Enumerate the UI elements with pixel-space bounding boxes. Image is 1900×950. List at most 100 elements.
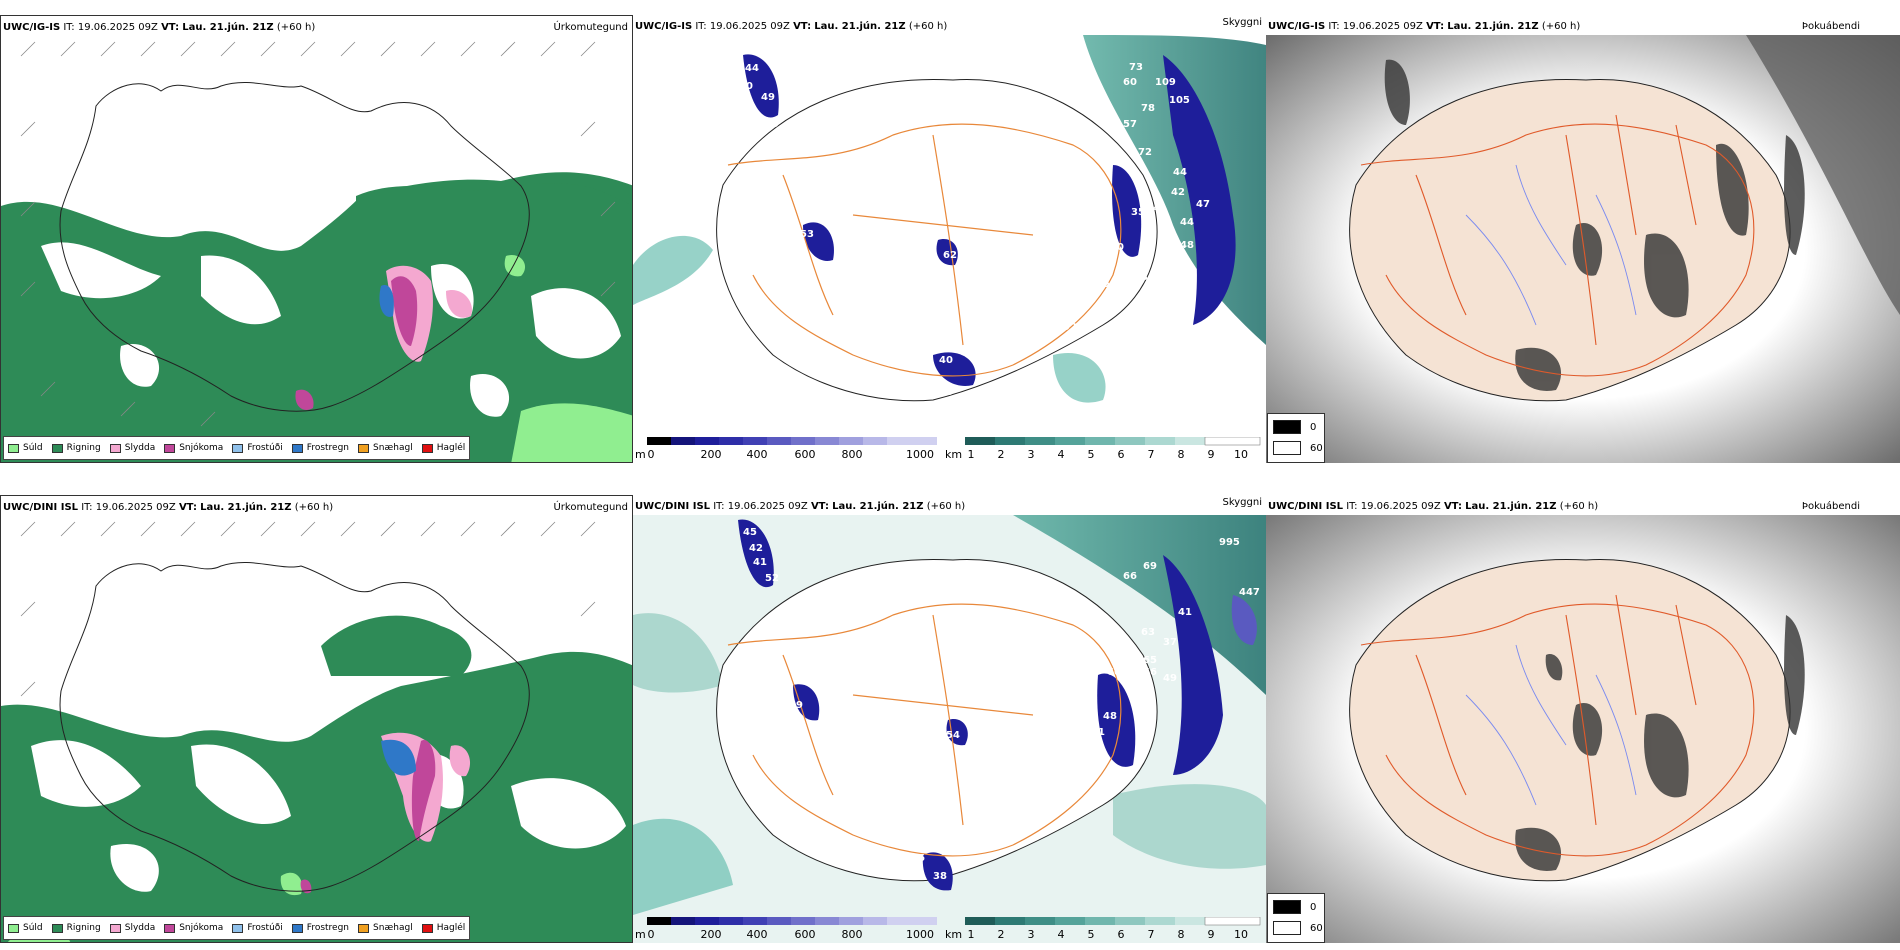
legend-item: Haglél	[421, 923, 465, 933]
precip-type-map-bottom: UWC/DINI ISL IT: 19.06.2025 09Z VT: Lau.…	[0, 495, 633, 943]
panel-header: UWC/DINI ISL IT: 19.06.2025 09Z VT: Lau.…	[635, 501, 966, 512]
vis-label: 41	[1153, 203, 1167, 214]
vis-label: 57	[1143, 235, 1157, 246]
vis-label: 78	[1141, 103, 1155, 114]
vis-label: 48	[780, 225, 794, 236]
vis-label: 69	[1143, 561, 1157, 572]
panel-type-label: Skyggni	[1222, 17, 1262, 28]
legend-item: Rigning	[51, 443, 101, 453]
legend-item: Snjókoma	[164, 923, 223, 933]
legend-item: Frostregn	[291, 923, 349, 933]
fog-index-map-top: UWC/IG-IS IT: 19.06.2025 09Z VT: Lau. 21…	[1266, 15, 1900, 463]
fog-index-map-bottom: UWC/DINI ISL IT: 19.06.2025 09Z VT: Lau.…	[1266, 495, 1900, 943]
vis-label: 70	[739, 81, 753, 92]
legend-item: Slydda	[109, 443, 155, 453]
vis-label: 86	[911, 853, 925, 864]
vis-label: 30	[1083, 253, 1097, 264]
vis-label: 55	[1123, 265, 1137, 276]
legend-item: Snæhagl	[358, 443, 413, 453]
legend-item: Frostregn	[291, 443, 349, 453]
visibility-map-drawing: 44 70 49 39 73 60 109 105 78 57 72 44 42…	[633, 35, 1266, 403]
vis-label: 49	[1158, 232, 1172, 243]
vis-label: 39	[765, 119, 779, 130]
legend-item: Súld	[8, 443, 43, 453]
vis-label: 52	[765, 573, 779, 584]
legend-item: Slydda	[109, 923, 155, 933]
panel-type-label: Þokuábendi	[1801, 21, 1860, 32]
vis-label: 44	[1180, 217, 1194, 228]
vis-label: 59	[789, 700, 803, 711]
visibility-colorbar: km 1 2 3 4 5 6 7 8 9 10	[945, 437, 1265, 461]
panel-type-label: Úrkomutegund	[553, 502, 628, 513]
vis-label: 63	[1141, 627, 1155, 638]
elevation-colorbar: m 0 200 400 600 800 1000	[635, 437, 943, 461]
precip-map-drawing	[1, 41, 632, 462]
vis-label: 37	[1163, 637, 1177, 648]
fog-legend: 0 60	[1267, 893, 1325, 943]
vis-label: 60	[1123, 77, 1137, 88]
visibility-map-bottom: UWC/DINI ISL IT: 19.06.2025 09Z VT: Lau.…	[633, 495, 1266, 943]
vis-label: 49	[761, 92, 775, 103]
panel-header: UWC/IG-IS IT: 19.06.2025 09Z VT: Lau. 21…	[635, 21, 948, 32]
panel-header: UWC/IG-IS IT: 19.06.2025 09Z VT: Lau. 21…	[3, 22, 316, 33]
visibility-map-top: UWC/IG-IS IT: 19.06.2025 09Z VT: Lau. 21…	[633, 15, 1266, 463]
panel-type-label: Þokuábendi	[1801, 501, 1860, 512]
precip-snow-fill	[295, 265, 472, 411]
visibility-value-labels: 44 70 49 39 73 60 109 105 78 57 72 44 42…	[739, 62, 1210, 398]
legend-item: Frostúði	[232, 443, 283, 453]
vis-label: 105	[1169, 95, 1190, 106]
vis-label: 72	[1138, 147, 1152, 158]
vis-label: 43	[1141, 697, 1155, 708]
vis-label: 92	[1063, 322, 1077, 333]
legend-item: Snæhagl	[358, 923, 413, 933]
vis-label: 44	[745, 63, 759, 74]
precip-legend: Súld Rigning Slydda Snjókoma Frostúði Fr…	[3, 916, 471, 940]
vis-label: 41	[1178, 607, 1192, 618]
vis-label: 44	[1173, 167, 1187, 178]
elevation-colorbar: m 0 200 400 600 800 1000	[635, 917, 943, 941]
legend-item: Frostúði	[232, 923, 283, 933]
road-network	[727, 123, 1122, 377]
precip-drizzle-fill	[504, 255, 632, 462]
precip-legend: Súld Rigning Slydda Snjókoma Frostúði Fr…	[3, 436, 471, 460]
vis-label: 23	[1028, 235, 1042, 246]
vis-label: 62	[943, 250, 957, 261]
panel-header: UWC/DINI ISL IT: 19.06.2025 09Z VT: Lau.…	[3, 502, 334, 513]
vis-label: 42	[1171, 187, 1185, 198]
vis-label: 49	[1125, 683, 1139, 694]
panel-header: UWC/IG-IS IT: 19.06.2025 09Z VT: Lau. 21…	[1268, 21, 1581, 32]
road-network	[1360, 114, 1755, 377]
vis-label: 56	[1103, 279, 1117, 290]
vis-label: 12	[1065, 769, 1079, 780]
vis-label: 33	[939, 387, 953, 398]
vis-label: 8	[1051, 217, 1058, 228]
vis-label: 105	[1067, 727, 1088, 738]
vis-label: 112	[1018, 719, 1039, 730]
vis-label: 72	[933, 841, 947, 852]
fog-map-drawing	[1266, 515, 1900, 943]
fog-map-drawing	[1266, 35, 1900, 463]
vis-label: 38	[933, 871, 947, 882]
vis-label: 45	[743, 527, 757, 538]
vis-label: 60	[1110, 242, 1124, 253]
vis-label: 35	[1131, 207, 1145, 218]
visibility-colorbar: km 1 2 3 4 5 6 7 8 9 10	[945, 917, 1265, 941]
vis-label: 66	[1123, 571, 1137, 582]
vis-label: 53	[800, 229, 814, 240]
rivers	[1465, 164, 1637, 326]
legend-item: Snjókoma	[164, 443, 223, 453]
vis-label: 48	[1180, 240, 1194, 251]
vis-label: 80	[908, 347, 922, 358]
vis-label: 152	[976, 347, 997, 358]
vis-label: 15	[911, 837, 925, 848]
legend-item: Súld	[8, 923, 43, 933]
precip-type-map-top: UWC/IG-IS IT: 19.06.2025 09Z VT: Lau. 21…	[0, 15, 633, 463]
vis-label: 34	[1141, 272, 1155, 283]
vis-label: 65	[1143, 655, 1157, 666]
vis-label: 57	[1123, 119, 1137, 130]
vis-label: 137	[1023, 267, 1044, 278]
vis-label: 75	[1048, 687, 1062, 698]
vis-label: 42	[749, 543, 763, 554]
vis-label: 73	[1129, 62, 1143, 73]
vis-label: 447	[1239, 587, 1260, 598]
